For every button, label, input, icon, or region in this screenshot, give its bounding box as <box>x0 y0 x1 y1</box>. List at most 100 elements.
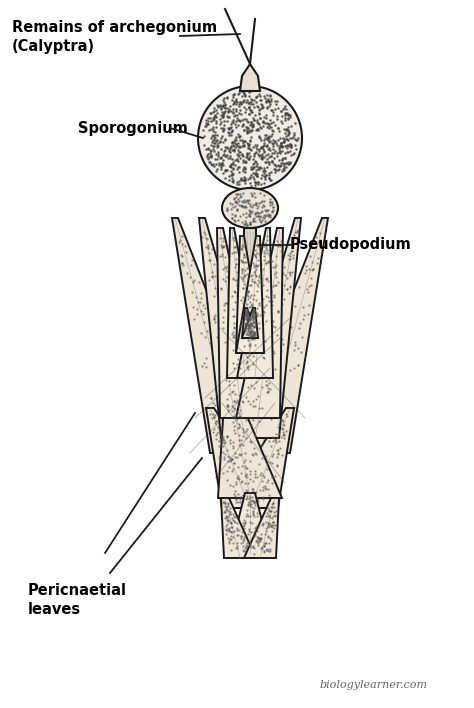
Point <box>283 142 291 154</box>
Point <box>272 470 279 481</box>
Point <box>219 149 227 161</box>
Point <box>237 282 245 294</box>
Point <box>244 363 251 375</box>
Point <box>249 312 257 323</box>
Point <box>261 299 268 311</box>
Point <box>245 307 253 319</box>
Point <box>244 115 251 126</box>
Point <box>263 510 270 522</box>
Point <box>223 262 230 273</box>
Point <box>206 156 214 167</box>
Point <box>245 318 253 329</box>
Point <box>248 413 255 424</box>
Point <box>229 174 237 185</box>
Point <box>284 139 292 150</box>
Point <box>273 251 280 262</box>
Point <box>232 105 239 117</box>
Point <box>241 324 249 335</box>
Point <box>243 127 251 139</box>
Point <box>223 141 231 152</box>
Point <box>258 122 265 134</box>
Point <box>232 493 240 504</box>
Point <box>245 122 252 134</box>
Point <box>253 90 261 101</box>
Point <box>224 152 232 164</box>
Point <box>241 174 248 185</box>
Point <box>224 510 231 521</box>
Point <box>263 240 270 251</box>
Point <box>204 118 211 130</box>
Point <box>264 93 272 105</box>
Point <box>264 517 272 528</box>
Point <box>242 152 250 163</box>
Point <box>270 497 277 508</box>
Point <box>279 430 286 441</box>
Point <box>251 326 258 337</box>
Point <box>284 159 292 170</box>
Point <box>281 152 289 164</box>
Point <box>277 240 284 251</box>
Point <box>247 331 255 342</box>
Point <box>217 283 225 295</box>
Point <box>255 270 263 281</box>
Point <box>191 291 199 302</box>
Point <box>204 148 212 159</box>
Point <box>277 304 284 315</box>
Point <box>280 158 287 169</box>
Point <box>246 280 254 291</box>
Point <box>234 129 242 140</box>
Point <box>246 324 253 336</box>
Point <box>210 411 218 423</box>
Point <box>242 207 250 218</box>
Point <box>226 455 233 467</box>
Point <box>270 205 277 216</box>
Point <box>259 518 267 529</box>
Point <box>274 164 282 176</box>
Point <box>244 319 252 331</box>
Point <box>269 147 276 159</box>
Point <box>238 216 246 227</box>
Point <box>234 529 241 540</box>
Point <box>226 320 234 331</box>
Point <box>217 99 224 110</box>
Point <box>301 267 309 278</box>
Point <box>251 320 258 331</box>
Point <box>263 169 270 181</box>
Point <box>221 102 229 113</box>
Point <box>291 118 299 129</box>
Point <box>213 331 220 342</box>
Point <box>271 363 278 375</box>
Point <box>286 158 293 169</box>
Point <box>209 134 217 145</box>
Point <box>249 94 256 105</box>
Point <box>255 207 263 219</box>
Point <box>255 146 263 157</box>
Point <box>227 160 234 171</box>
Point <box>273 148 281 159</box>
Point <box>268 206 276 217</box>
Point <box>243 152 251 163</box>
Point <box>223 149 230 161</box>
Point <box>273 410 280 421</box>
Point <box>273 110 281 121</box>
Point <box>219 111 227 122</box>
Point <box>249 329 257 341</box>
Point <box>259 469 267 481</box>
Point <box>229 104 237 115</box>
Point <box>222 105 229 116</box>
Point <box>245 324 252 335</box>
Point <box>252 319 259 330</box>
Point <box>247 318 255 329</box>
Point <box>241 316 248 328</box>
Point <box>235 178 243 189</box>
Point <box>239 545 247 556</box>
Point <box>253 248 261 259</box>
Point <box>223 399 231 411</box>
Point <box>231 154 238 165</box>
Point <box>257 532 264 544</box>
Point <box>263 543 270 554</box>
Point <box>245 329 253 340</box>
Point <box>304 308 312 319</box>
Point <box>211 110 219 121</box>
Point <box>250 490 257 501</box>
